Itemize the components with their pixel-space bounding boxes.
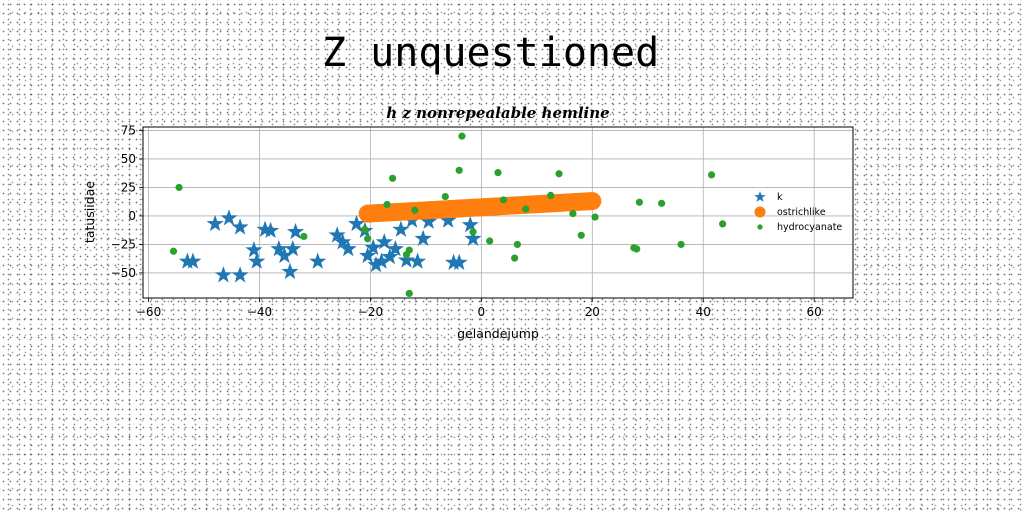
y-tick-label: 75 <box>121 123 136 137</box>
hydrocyanate-point <box>486 237 494 245</box>
k-point <box>245 241 263 258</box>
k-point <box>392 220 410 237</box>
k-point <box>214 266 232 283</box>
hydrocyanate-point <box>383 200 391 209</box>
hydrocyanate-point <box>300 232 308 241</box>
x-tick-label: 40 <box>696 305 711 319</box>
x-tick-label: 20 <box>585 305 600 319</box>
k-point <box>461 216 479 233</box>
hydrocyanate-point <box>547 191 555 199</box>
k-point <box>414 229 432 246</box>
hydrocyanate-point <box>441 192 449 201</box>
k-point <box>184 252 202 269</box>
figure-title: Z unquestioned <box>322 30 660 76</box>
hydrocyanate-point <box>591 213 599 221</box>
k-point <box>464 229 482 246</box>
hydrocyanate-point <box>494 169 502 177</box>
hydrocyanate-point <box>577 231 585 239</box>
k-point <box>281 262 299 280</box>
legend: k ostrichlike hydrocyanate <box>754 191 842 233</box>
k-point <box>270 239 288 257</box>
x-tick-label: −40 <box>247 305 272 319</box>
hydrocyanate-point <box>361 226 369 234</box>
k-point <box>231 266 249 283</box>
hydrocyanate-point <box>405 289 413 298</box>
hydrocyanate-point <box>633 245 641 253</box>
hydrocyanate-point <box>719 220 727 228</box>
k-point <box>348 214 366 232</box>
hydrocyanate-point <box>175 183 183 192</box>
legend-marker-k <box>754 191 766 202</box>
hydrocyanate-point <box>389 174 397 182</box>
hydrocyanate-point <box>707 171 716 179</box>
legend-marker-hydrocyanate <box>757 224 763 230</box>
k-point <box>206 214 224 232</box>
k-point <box>420 212 438 229</box>
hydrocyanate-point <box>499 196 508 204</box>
k-point <box>262 221 280 239</box>
grid-lines <box>143 127 853 298</box>
k-point <box>334 233 352 250</box>
plot-frame <box>142 126 854 299</box>
x-tick-label: −20 <box>358 305 383 319</box>
data-marks <box>169 132 727 298</box>
y-tick-label: 50 <box>121 152 136 166</box>
k-point <box>372 252 391 269</box>
k-point <box>284 239 302 257</box>
y-tick-label: 25 <box>121 180 136 194</box>
hydrocyanate-point <box>364 235 372 243</box>
hydrocyanate-point <box>522 205 530 213</box>
axis-ticks: −60 −40 −20 0 20 40 60 −50 −25 0 25 50 75 <box>111 123 822 319</box>
hydrocyanate-point <box>405 246 413 254</box>
legend-label-ostrichlike: ostrichlike <box>777 207 826 218</box>
k-point <box>409 252 427 269</box>
k-point <box>275 246 293 264</box>
k-point <box>359 246 377 264</box>
legend-label-k: k <box>777 192 783 203</box>
hydrocyanate-point <box>411 206 419 214</box>
k-point <box>286 222 305 240</box>
ostrichlike-point <box>583 192 602 211</box>
k-point <box>248 252 266 269</box>
k-point <box>439 211 457 228</box>
x-tick-label: 0 <box>478 305 486 319</box>
hydrocyanate-point <box>169 247 178 255</box>
k-point <box>397 251 416 268</box>
k-point <box>231 218 249 235</box>
k-point <box>386 239 404 257</box>
x-tick-label: 60 <box>807 305 822 319</box>
x-axis-label: gelandejump <box>457 326 539 341</box>
chart-subtitle: h z nonrepealable hemline <box>386 104 609 122</box>
k-point <box>367 255 385 273</box>
hydrocyanate-point <box>569 210 577 218</box>
k-point <box>381 247 399 265</box>
hydrocyanate-point <box>555 170 563 178</box>
k-point <box>309 252 327 269</box>
y-axis-label: tatusiidae <box>82 181 97 243</box>
y-tick-label: −25 <box>111 237 136 251</box>
k-point <box>364 238 382 256</box>
hydrocyanate-point <box>658 199 666 207</box>
legend-marker-ostrichlike <box>754 206 766 218</box>
k-point <box>220 209 238 226</box>
hydrocyanate-point <box>511 254 519 262</box>
y-tick-label: 0 <box>128 209 136 223</box>
k-point <box>375 233 393 250</box>
x-tick-label: −60 <box>136 305 161 319</box>
y-tick-label: −50 <box>111 266 136 280</box>
hydrocyanate-point <box>677 240 685 249</box>
k-point <box>450 253 468 270</box>
hydrocyanate-point <box>455 166 463 174</box>
hydrocyanate-point <box>469 228 477 236</box>
hydrocyanate-point <box>513 240 522 249</box>
legend-label-hydrocyanate: hydrocyanate <box>777 222 842 233</box>
k-point <box>328 226 346 243</box>
hydrocyanate-point <box>635 198 644 206</box>
hydrocyanate-point <box>458 132 466 140</box>
k-point <box>339 239 357 257</box>
